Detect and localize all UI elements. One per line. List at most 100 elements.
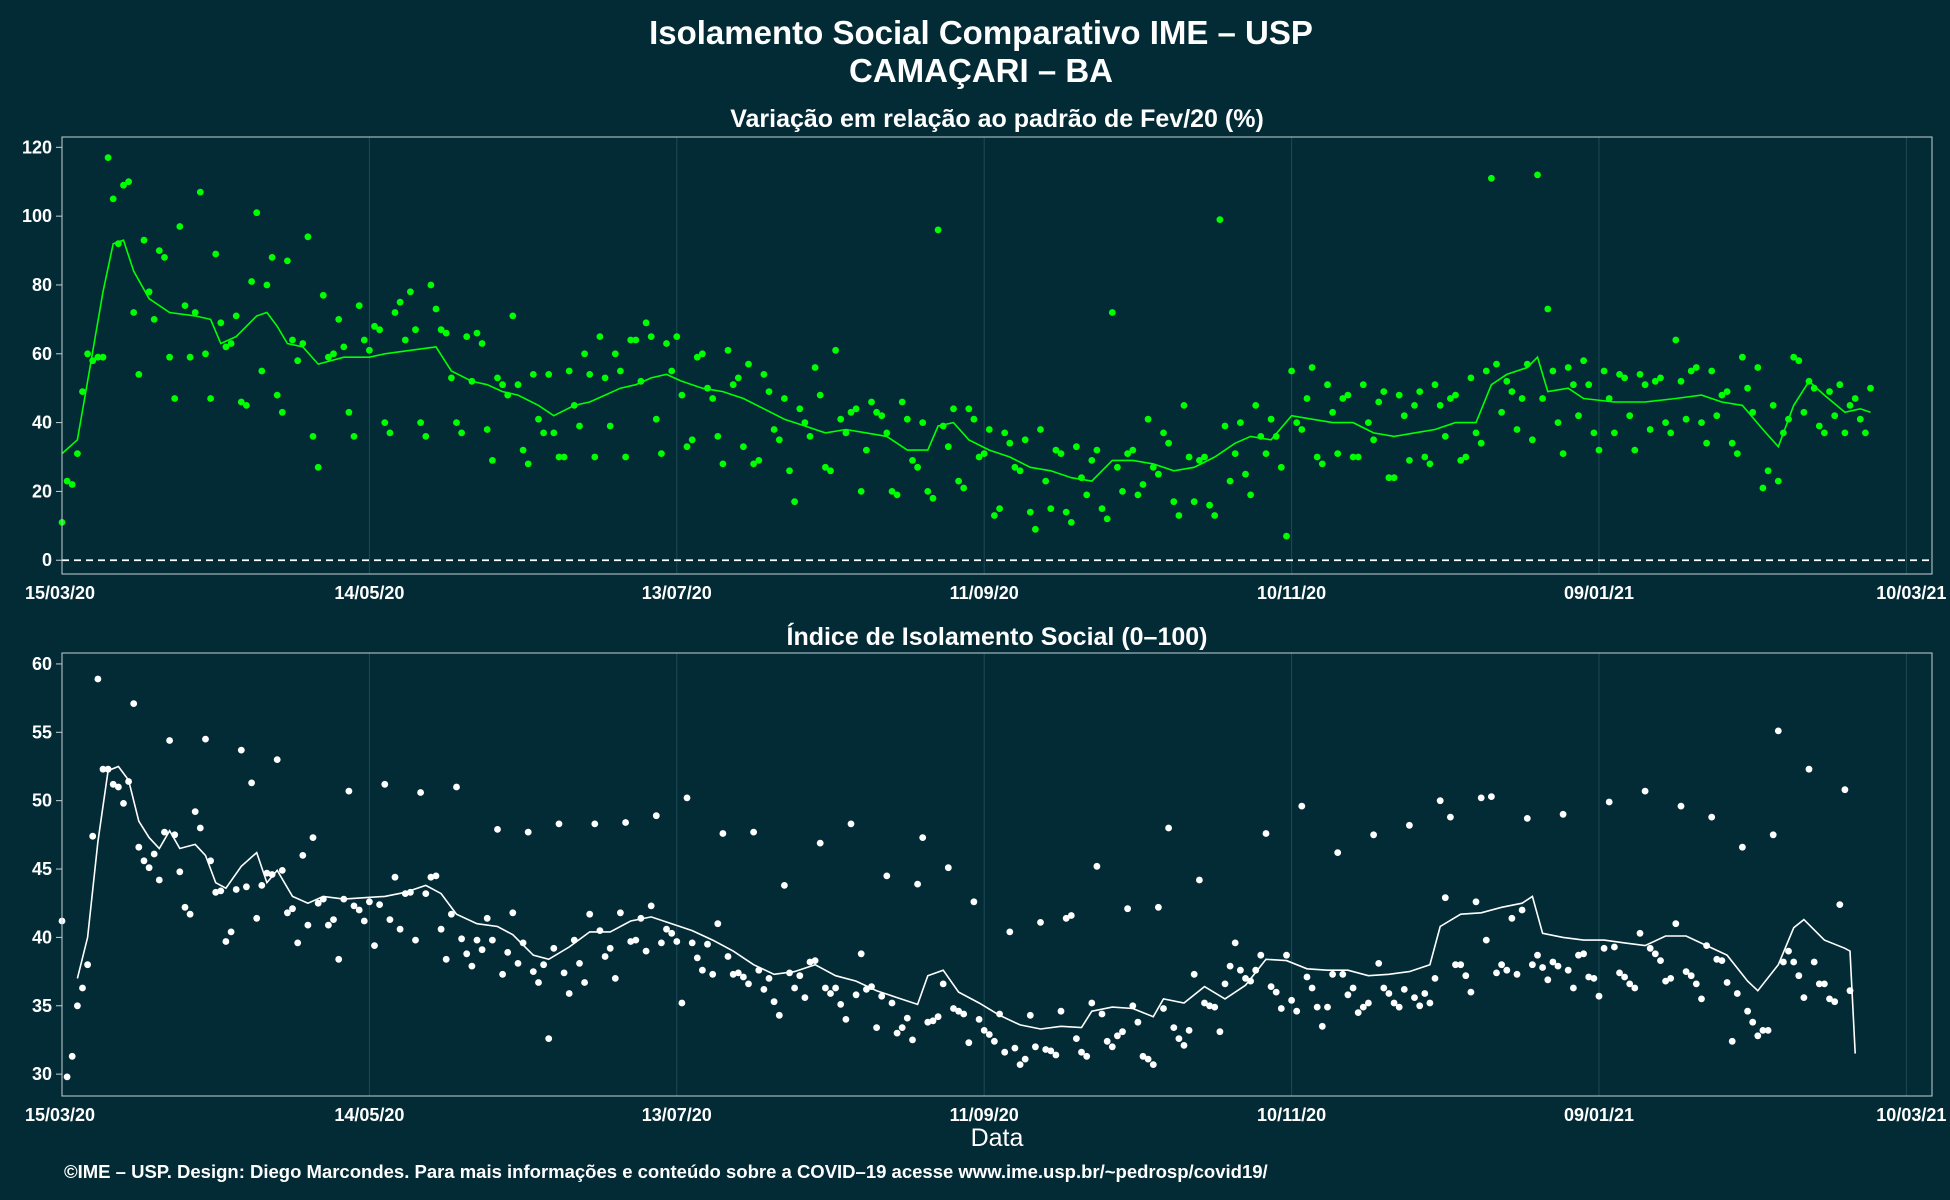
y-tick-label: 35 (32, 996, 52, 1016)
data-point (489, 457, 496, 464)
data-point (1134, 491, 1142, 499)
data-point (196, 824, 204, 832)
data-point (873, 408, 880, 416)
data-point (929, 1017, 937, 1025)
data-point (1293, 1007, 1301, 1015)
data-point (1129, 446, 1137, 454)
data-point (1631, 984, 1639, 992)
chart-panels: Variação em relação ao padrão de Fev/20 … (22, 105, 1946, 1125)
data-point (1318, 1022, 1326, 1030)
y-tick-label: 80 (32, 275, 52, 295)
data-point (1436, 402, 1444, 409)
data-point (1462, 453, 1470, 461)
data-point (755, 457, 763, 464)
data-point (955, 1007, 962, 1015)
data-point (1190, 498, 1198, 506)
x-tick-label: 14/05/20 (334, 583, 404, 603)
data-point (1103, 515, 1111, 523)
y-tick-label: 50 (32, 791, 52, 811)
data-point (791, 498, 798, 506)
data-point (1539, 964, 1546, 971)
data-point (1774, 477, 1782, 485)
data-point (278, 408, 286, 416)
data-point (883, 429, 891, 437)
data-point (1231, 939, 1239, 947)
data-point (448, 910, 455, 918)
data-point (1554, 419, 1562, 426)
data-point (458, 935, 465, 943)
data-point (1226, 962, 1234, 970)
data-point (396, 298, 404, 306)
data-point (350, 433, 358, 440)
data-point (1503, 966, 1511, 974)
y-tick-label: 120 (22, 137, 52, 157)
data-point (294, 939, 302, 947)
data-point (996, 505, 1003, 512)
data-point (263, 281, 271, 289)
data-point (442, 955, 450, 963)
data-point (299, 852, 307, 859)
data-point (1785, 947, 1792, 955)
data-point (63, 1073, 71, 1081)
data-point (1032, 1043, 1039, 1051)
data-point (796, 405, 804, 413)
data-point (376, 326, 383, 334)
data-point (1800, 408, 1808, 416)
data-point (934, 226, 942, 234)
data-point (1221, 980, 1229, 988)
data-point (658, 939, 665, 947)
data-point (1211, 512, 1219, 519)
data-point (1196, 457, 1203, 464)
data-point (1713, 412, 1721, 420)
data-point (1216, 216, 1224, 224)
data-point (166, 737, 174, 744)
data-point (1165, 824, 1172, 832)
data-point (1272, 988, 1280, 996)
data-point (1426, 460, 1434, 468)
data-point (442, 329, 450, 337)
data-point (99, 765, 107, 773)
data-point (1836, 381, 1844, 389)
data-point (842, 1016, 850, 1023)
data-point (1441, 433, 1449, 440)
data-point (1600, 944, 1608, 952)
data-point (740, 973, 747, 981)
x-axis-label: Data (971, 1124, 1024, 1152)
data-point (1257, 951, 1265, 959)
y-tick-label: 60 (32, 654, 52, 674)
data-point (683, 443, 691, 451)
data-point (109, 195, 117, 203)
data-point (1016, 1061, 1024, 1068)
data-point (1108, 1043, 1116, 1051)
data-point (1395, 1003, 1403, 1011)
data-point (1708, 813, 1716, 821)
data-point (217, 319, 225, 327)
data-point (1334, 849, 1342, 856)
data-point (1575, 412, 1582, 420)
data-point (1298, 426, 1306, 433)
data-point (1365, 999, 1372, 1007)
data-point (1774, 727, 1782, 735)
data-point (1493, 969, 1500, 977)
data-point (340, 343, 348, 351)
data-point (1211, 1003, 1219, 1011)
data-point (335, 955, 343, 963)
data-point (550, 429, 558, 437)
data-point (478, 340, 486, 347)
data-point (386, 916, 394, 923)
data-point (243, 883, 250, 891)
data-point (529, 968, 537, 975)
data-point (1411, 402, 1418, 409)
data-point (1580, 357, 1587, 365)
data-point (1354, 453, 1362, 461)
data-point (632, 936, 640, 944)
y-tick-label: 60 (32, 344, 52, 364)
data-point (237, 746, 245, 754)
data-point (617, 367, 624, 375)
panel-frame (61, 136, 1933, 575)
data-point (1590, 429, 1598, 437)
data-point (1549, 367, 1557, 375)
data-point (1032, 525, 1039, 533)
data-point (991, 512, 998, 519)
data-point (652, 812, 660, 820)
